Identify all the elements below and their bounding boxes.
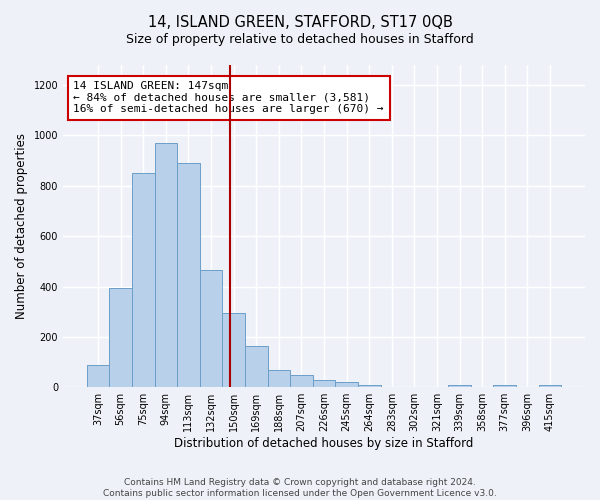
Bar	[132, 173, 155, 387]
Bar	[155, 143, 177, 387]
Text: Contains HM Land Registry data © Crown copyright and database right 2024.
Contai: Contains HM Land Registry data © Crown c…	[103, 478, 497, 498]
Bar	[268, 370, 290, 387]
Text: 14, ISLAND GREEN, STAFFORD, ST17 0QB: 14, ISLAND GREEN, STAFFORD, ST17 0QB	[148, 15, 452, 30]
Bar	[200, 270, 223, 387]
Bar	[245, 346, 268, 387]
Bar	[358, 385, 380, 387]
X-axis label: Distribution of detached houses by size in Stafford: Distribution of detached houses by size …	[175, 437, 474, 450]
Bar	[493, 384, 516, 387]
Bar	[539, 384, 561, 387]
Bar	[335, 382, 358, 387]
Text: 14 ISLAND GREEN: 147sqm
← 84% of detached houses are smaller (3,581)
16% of semi: 14 ISLAND GREEN: 147sqm ← 84% of detache…	[73, 81, 384, 114]
Bar	[87, 364, 109, 387]
Text: Size of property relative to detached houses in Stafford: Size of property relative to detached ho…	[126, 32, 474, 46]
Bar	[223, 313, 245, 387]
Bar	[448, 384, 471, 387]
Bar	[177, 163, 200, 387]
Bar	[109, 288, 132, 387]
Bar	[313, 380, 335, 387]
Y-axis label: Number of detached properties: Number of detached properties	[15, 133, 28, 319]
Bar	[290, 374, 313, 387]
